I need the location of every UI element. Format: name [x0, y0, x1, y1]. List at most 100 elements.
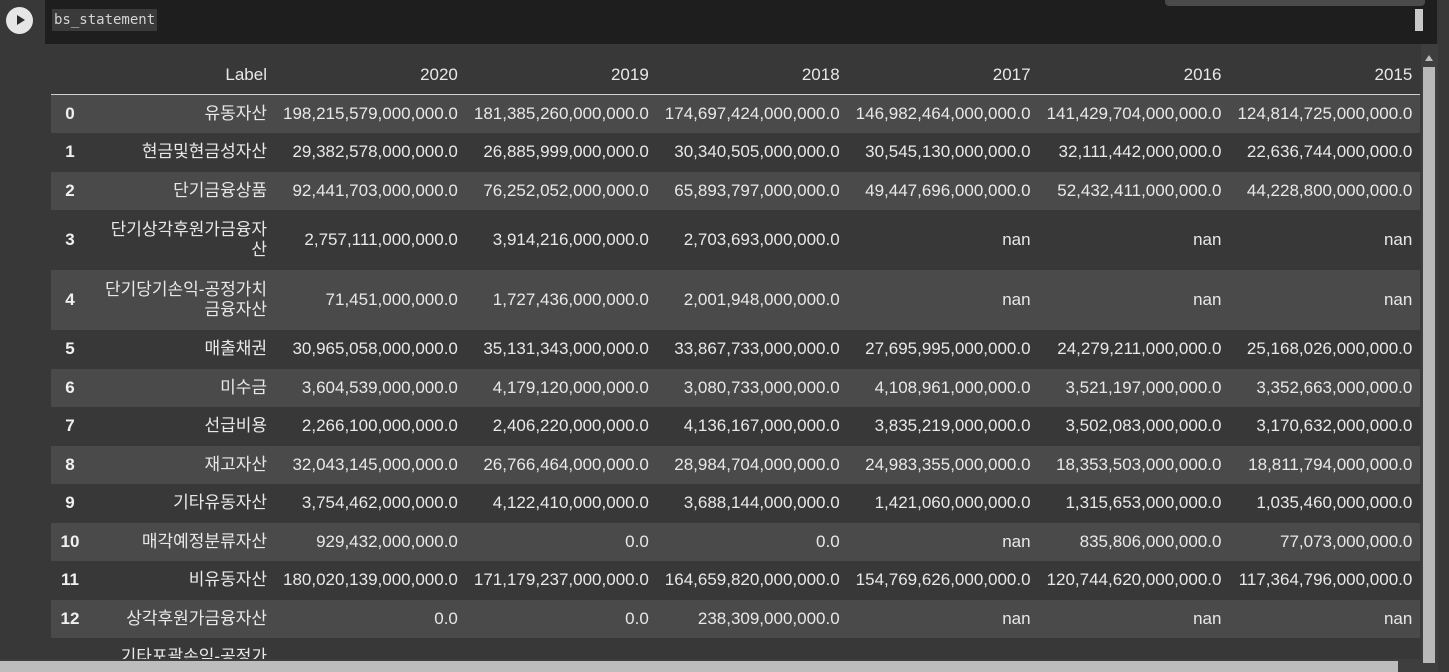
table-header-row: Label 2020 2019 2018 2017 2016 2015: [51, 56, 1421, 95]
cell-output: Label 2020 2019 2018 2017 2016 2015 0 유동자…: [45, 44, 1440, 672]
table-row: 10 매각예정분류자산 929,432,000,000.0 0.0 0.0 nan 835,…: [51, 522, 1421, 561]
row-label: 매각예정분류자산: [141, 531, 267, 551]
table-cell: 0.0: [434, 608, 458, 628]
table-cell: 30,340,505,000,000.0: [674, 142, 840, 162]
table-cell: 180,020,139,000,000.0: [283, 570, 458, 590]
row-label: 단기당기손익-공정가치금융자산: [104, 280, 267, 319]
table-cell: 44,228,800,000,000.0: [1246, 180, 1413, 200]
table-cell: 27,695,995,000,000.0: [865, 339, 1031, 359]
table-cell: 2,757,111,000,000.0: [304, 230, 458, 249]
table-cell: nan: [1002, 531, 1031, 551]
row-index: 1: [65, 142, 75, 162]
table-row: 11 비유동자산 180,020,139,000,000.0 171,179,237,…: [51, 561, 1421, 600]
scroll-up-arrow-icon[interactable]: [1425, 55, 1433, 61]
table-cell: 18,353,503,000,000.0: [1056, 454, 1222, 474]
table-row: 7 선급비용 2,266,100,000,000.0 2,406,220,000,00…: [51, 407, 1421, 446]
table-cell: 18,811,794,000,000.0: [1248, 454, 1413, 474]
table-cell: 65,893,797,000,000.0: [674, 180, 840, 200]
table-cell: 3,835,219,000,000.0: [874, 416, 1031, 436]
table-cell: 26,885,999,000,000.0: [483, 142, 649, 162]
dataframe-table: Label 2020 2019 2018 2017 2016 2015 0 유동자…: [51, 56, 1421, 672]
table-cell: nan: [1383, 230, 1413, 249]
table-cell: 33,867,733,000,000.0: [674, 339, 840, 359]
row-label: 현금및현금성자산: [141, 142, 267, 162]
table-cell: 4,122,410,000,000.0: [492, 493, 649, 513]
code-cell: bs_statement: [0, 0, 1449, 44]
row-index: 9: [65, 493, 75, 513]
column-header: 2017: [847, 56, 1039, 95]
table-cell: 22,636,744,000,000.0: [1246, 142, 1413, 162]
row-label: 유동자산: [204, 104, 267, 123]
table-cell: nan: [1002, 290, 1031, 309]
row-index: 8: [65, 454, 75, 474]
row-label: 선급비용: [204, 416, 267, 436]
row-label: 기타유동자산: [173, 493, 267, 513]
table-cell: 77,073,000,000.0: [1279, 531, 1413, 551]
table-cell: 71,451,000,000.0: [325, 290, 458, 309]
code-editor[interactable]: bs_statement: [45, 0, 1437, 44]
table-cell: nan: [1002, 608, 1031, 628]
table-cell: 76,252,052,000,000.0: [483, 180, 649, 200]
table-cell: 32,043,145,000,000.0: [292, 454, 458, 474]
table-cell: nan: [1383, 608, 1413, 628]
table-cell: 124,814,725,000,000.0: [1237, 104, 1413, 123]
row-label: 비유동자산: [188, 570, 267, 590]
table-row: 8 재고자산 32,043,145,000,000.0 26,766,464,000,…: [51, 445, 1421, 484]
table-cell: 25,168,026,000,000.0: [1246, 339, 1413, 359]
table-cell: 3,352,663,000,000.0: [1256, 377, 1413, 397]
index-header: [51, 56, 89, 95]
table-cell: 174,697,424,000,000.0: [664, 104, 840, 123]
table-cell: 2,703,693,000,000.0: [683, 230, 840, 249]
code-text: bs_statement: [52, 9, 158, 31]
table-cell: 30,965,058,000,000.0: [292, 339, 458, 359]
table-cell: 4,136,167,000,000.0: [683, 416, 840, 436]
row-index: 10: [60, 531, 80, 551]
table-row: 6 미수금 3,604,539,000,000.0 4,179,120,000,000…: [51, 368, 1421, 407]
play-icon: [17, 15, 25, 25]
table-row: 9 기타유동자산 3,754,462,000,000.0 4,122,410,000,…: [51, 484, 1421, 523]
table-cell: 146,982,464,000,000.0: [855, 104, 1031, 123]
table-row: 3 단기상각후원가금융자산 2,757,111,000,000.0 3,914,216…: [51, 210, 1421, 270]
column-header: 2018: [656, 56, 848, 95]
table-cell: 32,111,442,000,000.0: [1058, 142, 1222, 162]
run-cell-button[interactable]: [6, 7, 33, 34]
row-index: 2: [65, 180, 75, 200]
table-cell: 181,385,260,000,000.0: [473, 104, 649, 123]
column-header: 2019: [465, 56, 657, 95]
editor-scrollbar[interactable]: [1415, 9, 1423, 31]
table-cell: nan: [1002, 230, 1031, 249]
table-row: 1 현금및현금성자산 29,382,578,000,000.0 26,885,999,…: [51, 133, 1421, 172]
table-cell: nan: [1193, 230, 1222, 249]
table-cell: 238,309,000,000.0: [697, 608, 840, 628]
table-cell: 3,754,462,000,000.0: [301, 493, 458, 513]
horizontal-scrollbar[interactable]: [0, 659, 1421, 672]
column-header: Label: [89, 56, 275, 95]
table-cell: 3,502,083,000,000.0: [1065, 416, 1222, 436]
table-cell: 2,266,100,000,000.0: [301, 416, 458, 436]
table-cell: 1,315,653,000,000.0: [1065, 493, 1222, 513]
table-cell: 35,131,343,000,000.0: [483, 339, 649, 359]
vertical-scrollbar[interactable]: [1421, 44, 1438, 672]
table-cell: 30,545,130,000,000.0: [865, 142, 1031, 162]
table-cell: 835,806,000,000.0: [1079, 531, 1222, 551]
vertical-scroll-thumb[interactable]: [1423, 67, 1435, 663]
table-cell: 2,406,220,000,000.0: [492, 416, 649, 436]
table-row: 4 단기당기손익-공정가치금융자산 71,451,000,000.0 1,727,43…: [51, 270, 1421, 330]
cell-toolbar[interactable]: [1165, 0, 1425, 6]
table-cell: 26,766,464,000,000.0: [483, 454, 649, 474]
table-cell: 3,170,632,000,000.0: [1256, 416, 1413, 436]
table-cell: 3,688,144,000,000.0: [683, 493, 840, 513]
table-cell: 4,108,961,000,000.0: [874, 377, 1031, 397]
table-cell: 4,179,120,000,000.0: [492, 377, 649, 397]
table-cell: 1,727,436,000,000.0: [492, 290, 649, 309]
table-cell: 198,215,579,000,000.0: [283, 104, 458, 123]
table-cell: 24,983,355,000,000.0: [865, 454, 1031, 474]
row-index: 0: [65, 104, 75, 123]
row-index: 12: [60, 608, 80, 628]
table-cell: 52,432,411,000,000.0: [1057, 180, 1222, 200]
table-cell: 117,364,796,000,000.0: [1238, 570, 1413, 590]
table-cell: nan: [1383, 290, 1413, 309]
table-cell: 3,914,216,000,000.0: [492, 230, 649, 249]
row-index: 7: [65, 416, 75, 436]
horizontal-scroll-thumb[interactable]: [0, 661, 1398, 672]
